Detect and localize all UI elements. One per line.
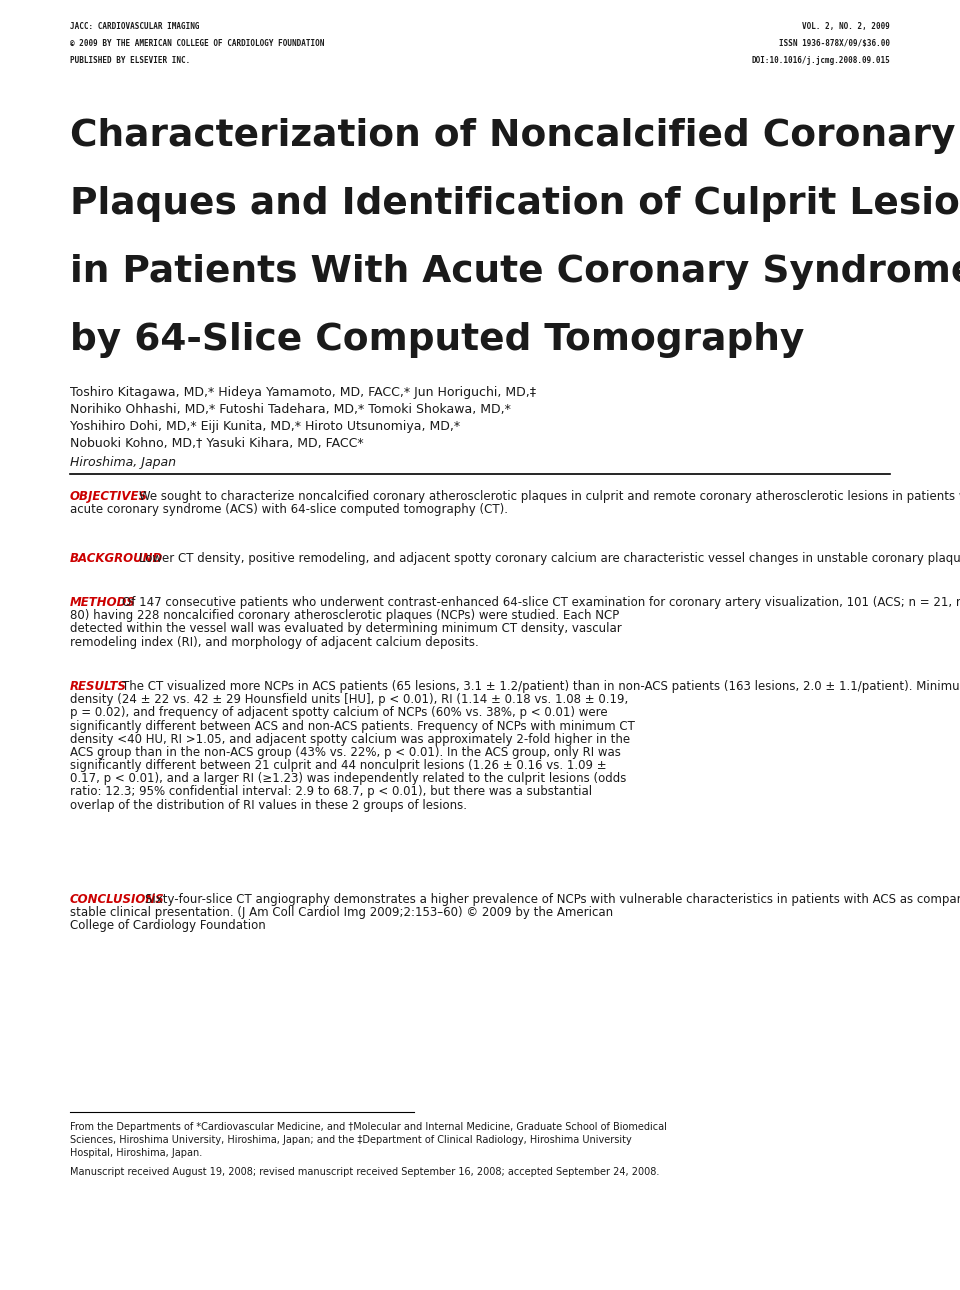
Text: BACKGROUND: BACKGROUND — [70, 552, 163, 565]
Text: in Patients With Acute Coronary Syndrome: in Patients With Acute Coronary Syndrome — [70, 254, 960, 290]
Text: RESULTS: RESULTS — [70, 680, 127, 693]
Text: VOL. 2, NO. 2, 2009: VOL. 2, NO. 2, 2009 — [803, 22, 890, 31]
Text: remodeling index (RI), and morphology of adjacent calcium deposits.: remodeling index (RI), and morphology of… — [70, 636, 479, 649]
Text: Plaques and Identification of Culprit Lesions: Plaques and Identification of Culprit Le… — [70, 186, 960, 222]
Text: ratio: 12.3; 95% confidential interval: 2.9 to 68.7, p < 0.01), but there was a : ratio: 12.3; 95% confidential interval: … — [70, 786, 592, 799]
Text: Characterization of Noncalcified Coronary: Characterization of Noncalcified Coronar… — [70, 117, 955, 154]
Text: From the Departments of *Cardiovascular Medicine, and †Molecular and Internal Me: From the Departments of *Cardiovascular … — [70, 1122, 667, 1133]
Text: PUBLISHED BY ELSEVIER INC.: PUBLISHED BY ELSEVIER INC. — [70, 55, 190, 64]
Text: Manuscript received August 19, 2008; revised manuscript received September 16, 2: Manuscript received August 19, 2008; rev… — [70, 1167, 660, 1176]
Text: College of Cardiology Foundation: College of Cardiology Foundation — [70, 920, 266, 933]
Text: density <40 HU, RI >1.05, and adjacent spotty calcium was approximately 2-fold h: density <40 HU, RI >1.05, and adjacent s… — [70, 733, 630, 746]
Text: Yoshihiro Dohi, MD,* Eiji Kunita, MD,* Hiroto Utsunomiya, MD,*: Yoshihiro Dohi, MD,* Eiji Kunita, MD,* H… — [70, 421, 460, 433]
Text: Toshiro Kitagawa, MD,* Hideya Yamamoto, MD, FACC,* Jun Horiguchi, MD,‡: Toshiro Kitagawa, MD,* Hideya Yamamoto, … — [70, 386, 536, 399]
Text: p = 0.02), and frequency of adjacent spotty calcium of NCPs (60% vs. 38%, p < 0.: p = 0.02), and frequency of adjacent spo… — [70, 707, 608, 720]
Text: Sciences, Hiroshima University, Hiroshima, Japan; and the ‡Department of Clinica: Sciences, Hiroshima University, Hiroshim… — [70, 1135, 632, 1146]
Text: Sixty-four-slice CT angiography demonstrates a higher prevalence of NCPs with vu: Sixty-four-slice CT angiography demonstr… — [145, 893, 960, 906]
Text: stable clinical presentation. (J Am Coll Cardiol Img 2009;2:153–60) © 2009 by th: stable clinical presentation. (J Am Coll… — [70, 906, 613, 920]
Text: acute coronary syndrome (ACS) with 64-slice computed tomography (CT).: acute coronary syndrome (ACS) with 64-sl… — [70, 503, 508, 516]
Text: Nobuoki Kohno, MD,† Yasuki Kihara, MD, FACC*: Nobuoki Kohno, MD,† Yasuki Kihara, MD, F… — [70, 437, 364, 450]
Text: The CT visualized more NCPs in ACS patients (65 lesions, 3.1 ± 1.2/patient) than: The CT visualized more NCPs in ACS patie… — [122, 680, 960, 693]
Text: JACC: CARDIOVASCULAR IMAGING: JACC: CARDIOVASCULAR IMAGING — [70, 22, 200, 31]
Text: OBJECTIVES: OBJECTIVES — [70, 490, 148, 503]
Text: detected within the vessel wall was evaluated by determining minimum CT density,: detected within the vessel wall was eval… — [70, 622, 622, 636]
Text: DOI:10.1016/j.jcmg.2008.09.015: DOI:10.1016/j.jcmg.2008.09.015 — [752, 55, 890, 64]
Text: Norihiko Ohhashi, MD,* Futoshi Tadehara, MD,* Tomoki Shokawa, MD,*: Norihiko Ohhashi, MD,* Futoshi Tadehara,… — [70, 402, 511, 415]
Text: ACS group than in the non-ACS group (43% vs. 22%, p < 0.01). In the ACS group, o: ACS group than in the non-ACS group (43%… — [70, 746, 621, 759]
Text: 80) having 228 noncalcified coronary atherosclerotic plaques (NCPs) were studied: 80) having 228 noncalcified coronary ath… — [70, 609, 619, 622]
Text: 0.17, p < 0.01), and a larger RI (≥1.23) was independently related to the culpri: 0.17, p < 0.01), and a larger RI (≥1.23)… — [70, 773, 626, 786]
Text: Hiroshima, Japan: Hiroshima, Japan — [70, 455, 176, 470]
Text: by 64-Slice Computed Tomography: by 64-Slice Computed Tomography — [70, 322, 804, 359]
Text: © 2009 BY THE AMERICAN COLLEGE OF CARDIOLOGY FOUNDATION: © 2009 BY THE AMERICAN COLLEGE OF CARDIO… — [70, 39, 324, 48]
Text: CONCLUSIONS: CONCLUSIONS — [70, 893, 165, 906]
Text: significantly different between ACS and non-ACS patients. Frequency of NCPs with: significantly different between ACS and … — [70, 720, 635, 733]
Text: METHODS: METHODS — [70, 596, 136, 609]
Text: density (24 ± 22 vs. 42 ± 29 Hounsfield units [HU], p < 0.01), RI (1.14 ± 0.18 v: density (24 ± 22 vs. 42 ± 29 Hounsfield … — [70, 693, 628, 706]
Text: significantly different between 21 culprit and 44 nonculprit lesions (1.26 ± 0.1: significantly different between 21 culpr… — [70, 759, 607, 771]
Text: We sought to characterize noncalcified coronary atherosclerotic plaques in culpr: We sought to characterize noncalcified c… — [139, 490, 960, 503]
Text: Hospital, Hiroshima, Japan.: Hospital, Hiroshima, Japan. — [70, 1148, 203, 1158]
Text: Of 147 consecutive patients who underwent contrast-enhanced 64-slice CT examinat: Of 147 consecutive patients who underwen… — [122, 596, 960, 609]
Text: Lower CT density, positive remodeling, and adjacent spotty coronary calcium are : Lower CT density, positive remodeling, a… — [139, 552, 960, 565]
Text: overlap of the distribution of RI values in these 2 groups of lesions.: overlap of the distribution of RI values… — [70, 799, 467, 811]
Text: ISSN 1936-878X/09/$36.00: ISSN 1936-878X/09/$36.00 — [779, 39, 890, 48]
